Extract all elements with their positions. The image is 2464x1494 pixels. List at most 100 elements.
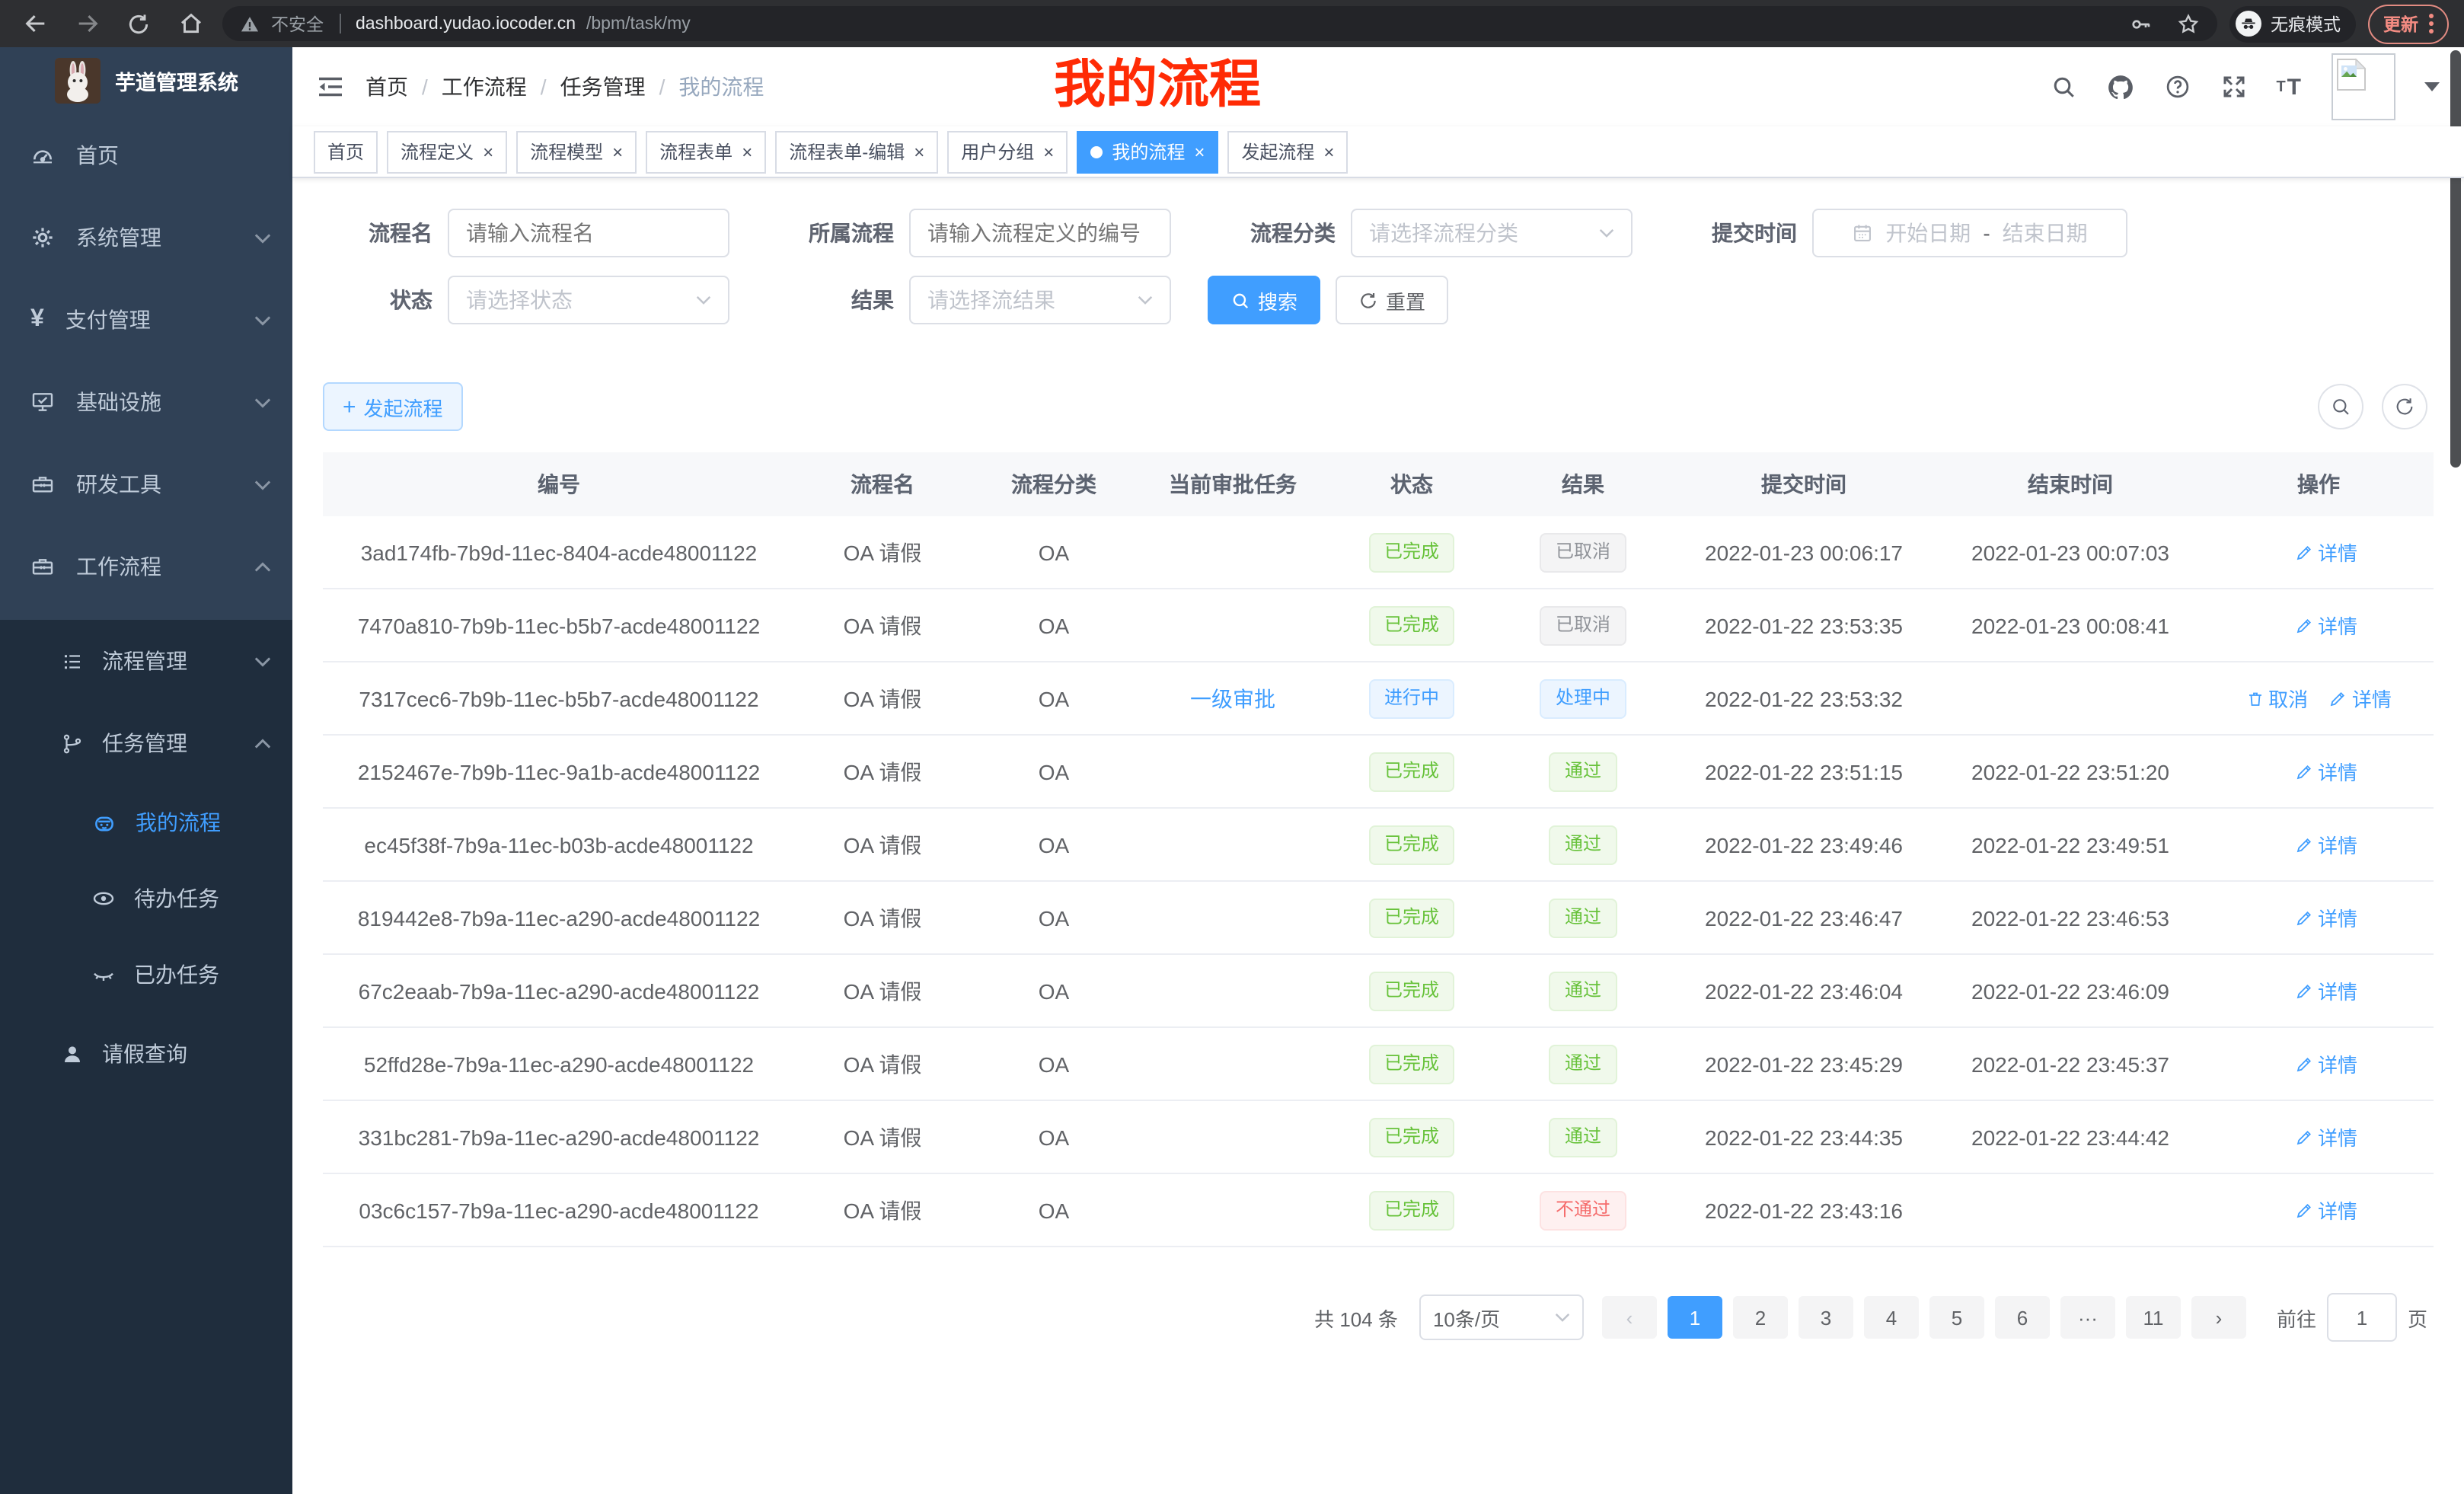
detail-link[interactable]: 详情 [2295, 611, 2357, 640]
detail-link[interactable]: 详情 [2295, 830, 2357, 859]
view-tab[interactable]: 流程表单-编辑 × [775, 130, 939, 173]
detail-link[interactable]: 详情 [2295, 976, 2357, 1005]
avatar-dropdown-icon[interactable] [2424, 82, 2440, 91]
status-select[interactable]: 请选择状态 [448, 276, 729, 324]
home-icon[interactable] [171, 4, 210, 43]
close-icon[interactable]: × [612, 141, 624, 162]
detail-link[interactable]: 详情 [2295, 903, 2357, 932]
app-logo[interactable]: 芋道管理系统 [0, 47, 292, 114]
refresh-button[interactable] [2382, 384, 2427, 429]
view-tab[interactable]: 首页 × [314, 130, 378, 173]
monitor-icon [30, 390, 55, 414]
page-button[interactable]: 3 [1798, 1296, 1853, 1339]
sidebar-item-todo-tasks[interactable]: 待办任务 [0, 860, 292, 937]
cancel-link[interactable]: 取消 [2245, 684, 2308, 713]
view-tab[interactable]: 我的流程 × [1077, 130, 1219, 173]
sidebar-item-task-management[interactable]: 任务管理 [0, 702, 292, 784]
create-process-button[interactable]: + 发起流程 [323, 382, 463, 431]
page-button[interactable]: 1 [1667, 1296, 1722, 1339]
filter-label-process-name: 流程名 [369, 221, 432, 245]
chevron-down-icon [254, 397, 271, 407]
submit-time-range-picker[interactable]: 开始日期 - 结束日期 [1812, 209, 2127, 257]
detail-link[interactable]: 详情 [2295, 1196, 2357, 1224]
security-label[interactable]: 不安全 [271, 16, 324, 34]
sidebar-item-done-tasks[interactable]: 已办任务 [0, 937, 292, 1013]
detail-link[interactable]: 详情 [2295, 757, 2357, 786]
avatar[interactable] [2332, 53, 2395, 120]
page-button[interactable]: 5 [1929, 1296, 1984, 1339]
sidebar-item-workflow[interactable]: 工作流程 [0, 525, 292, 608]
bookmark-star-icon[interactable] [2176, 11, 2201, 36]
result-badge: 通过 [1549, 1117, 1617, 1157]
show-search-toggle-button[interactable] [2318, 384, 2363, 429]
briefcase-icon [30, 554, 55, 579]
breadcrumb-task-mgmt[interactable]: 任务管理 [560, 75, 646, 99]
page-button[interactable]: 6 [1994, 1296, 2050, 1339]
reset-button[interactable]: 重置 [1336, 276, 1449, 324]
update-label[interactable]: 更新 [2383, 16, 2418, 34]
page-button[interactable]: 4 [1863, 1296, 1919, 1339]
sidebar-item-my-process[interactable]: 我的流程 [0, 784, 292, 860]
sidebar-item-system[interactable]: 系统管理 [0, 196, 292, 279]
parent-process-input[interactable] [909, 209, 1171, 257]
close-icon[interactable]: × [1043, 141, 1055, 162]
table-header-row: 编号 流程名 流程分类 当前审批任务 状态 结果 [323, 452, 2434, 516]
sidebar-item-payment[interactable]: ¥ 支付管理 [0, 279, 292, 361]
goto-page-input[interactable] [2326, 1293, 2397, 1342]
tab-label: 流程定义 [401, 142, 474, 163]
page-button[interactable]: ··· [2060, 1296, 2115, 1339]
sidebar-item-leave-query[interactable]: 请假查询 [0, 1013, 292, 1095]
fullscreen-icon[interactable] [2220, 73, 2247, 101]
cell-category: OA [970, 1027, 1138, 1101]
current-task-link[interactable]: 一级审批 [1190, 686, 1275, 710]
process-name-input[interactable] [448, 209, 729, 257]
forward-icon[interactable] [67, 4, 107, 43]
page-button[interactable]: ‹ [1601, 1296, 1657, 1339]
cell-submit-time: 2022-01-22 23:43:16 [1671, 1173, 1937, 1247]
sidebar-collapse-icon[interactable] [317, 75, 344, 99]
breadcrumb-home[interactable]: 首页 [365, 75, 408, 99]
close-icon[interactable]: × [1194, 141, 1205, 162]
breadcrumb-workflow[interactable]: 工作流程 [441, 75, 527, 99]
detail-link[interactable]: 详情 [2295, 1049, 2357, 1078]
close-icon[interactable]: × [483, 141, 494, 162]
active-dot [1090, 145, 1103, 158]
close-icon[interactable]: × [914, 141, 925, 162]
detail-link[interactable]: 详情 [2295, 538, 2357, 567]
key-icon[interactable] [2129, 11, 2153, 36]
reload-icon[interactable] [119, 4, 158, 43]
sidebar-item-infrastructure[interactable]: 基础设施 [0, 361, 292, 443]
scrollbar[interactable] [2450, 50, 2461, 468]
back-icon[interactable] [15, 4, 55, 43]
page-size-select[interactable]: 10条/页 [1419, 1294, 1584, 1340]
close-icon[interactable]: × [1323, 141, 1335, 162]
cell-end-time: 2022-01-22 23:44:42 [1937, 1100, 2204, 1174]
view-tab[interactable]: 发起流程 × [1227, 130, 1348, 173]
view-tab[interactable]: 流程模型 × [516, 130, 637, 173]
browser-toolbar: 不安全 dashboard.yudao.iocoder.cn/bpm/task/… [0, 0, 2464, 47]
result-select[interactable]: 请选择流结果 [909, 276, 1171, 324]
close-icon[interactable]: × [742, 141, 753, 162]
address-bar[interactable]: 不安全 dashboard.yudao.iocoder.cn/bpm/task/… [222, 6, 2217, 41]
sidebar-item-process-management[interactable]: 流程管理 [0, 620, 292, 702]
view-tab[interactable]: 流程定义 × [387, 130, 508, 173]
search-button[interactable]: 搜索 [1208, 276, 1321, 324]
incognito-badge: 无痕模式 [2229, 5, 2356, 42]
github-icon[interactable] [2105, 72, 2134, 101]
browser-menu-icon[interactable] [2429, 14, 2434, 34]
detail-link[interactable]: 详情 [2329, 684, 2392, 713]
view-tab[interactable]: 流程表单 × [646, 130, 767, 173]
help-icon[interactable] [2163, 73, 2191, 101]
chevron-down-icon [696, 295, 711, 305]
page-button[interactable]: › [2191, 1296, 2246, 1339]
sidebar-item-home[interactable]: 首页 [0, 114, 292, 196]
browser-update-button[interactable]: 更新 [2368, 4, 2449, 43]
category-select[interactable]: 请选择流程分类 [1351, 209, 1633, 257]
page-button[interactable]: 11 [2125, 1296, 2181, 1339]
page-button[interactable]: 2 [1732, 1296, 1788, 1339]
view-tab[interactable]: 用户分组 × [947, 130, 1068, 173]
search-icon[interactable] [2049, 73, 2076, 101]
sidebar-item-dev-tools[interactable]: 研发工具 [0, 443, 292, 525]
detail-link[interactable]: 详情 [2295, 1122, 2357, 1151]
